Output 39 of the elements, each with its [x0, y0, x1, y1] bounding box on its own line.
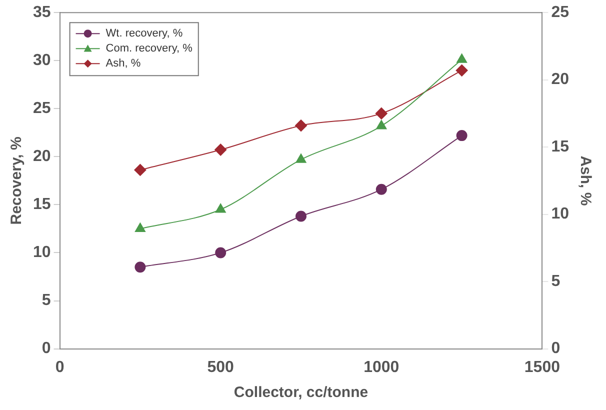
- point: [456, 54, 468, 63]
- point: [215, 204, 226, 213]
- y-tick-label: 30: [33, 52, 51, 70]
- y2-tick-label: 0: [551, 340, 560, 358]
- x-tick-label: 1500: [524, 358, 560, 376]
- legend-label: Wt. recovery, %: [106, 28, 183, 40]
- x-tick-label: 500: [207, 358, 234, 376]
- point: [376, 184, 387, 195]
- point: [214, 144, 227, 156]
- y-tick-label: 0: [42, 340, 51, 358]
- y2-tick-label: 25: [551, 4, 570, 22]
- point: [296, 154, 306, 163]
- point: [456, 130, 468, 142]
- point: [376, 120, 387, 130]
- y2-axis-title: Ash, %: [576, 156, 594, 206]
- x-tick-label: 1000: [364, 358, 400, 376]
- y-tick-label: 25: [33, 100, 51, 118]
- point: [296, 210, 306, 222]
- point: [134, 262, 146, 273]
- x-tick-label: 0: [55, 358, 64, 376]
- y-tick-label: 35: [33, 4, 51, 22]
- y-tick-label: 5: [42, 292, 51, 310]
- y-tick-label: 20: [33, 148, 51, 166]
- point: [456, 64, 468, 76]
- y2-tick-label: 10: [551, 206, 570, 223]
- y2-tick-label: 5: [551, 272, 560, 290]
- point: [134, 222, 146, 232]
- point: [375, 107, 388, 120]
- point: [134, 164, 146, 176]
- legend-label: Com. recovery, %: [106, 42, 193, 55]
- y-axis-title: Recovery, %: [8, 136, 26, 225]
- legend-label: Ash, %: [106, 58, 141, 70]
- point: [295, 120, 307, 132]
- y2-tick-label: 15: [551, 138, 570, 156]
- x-axis-title: Collector, cc/tonne: [234, 384, 368, 402]
- point: [215, 247, 226, 258]
- y2-tick-label: 20: [551, 71, 570, 88]
- y-tick-label: 15: [33, 196, 51, 214]
- y-tick-label: 10: [33, 244, 51, 262]
